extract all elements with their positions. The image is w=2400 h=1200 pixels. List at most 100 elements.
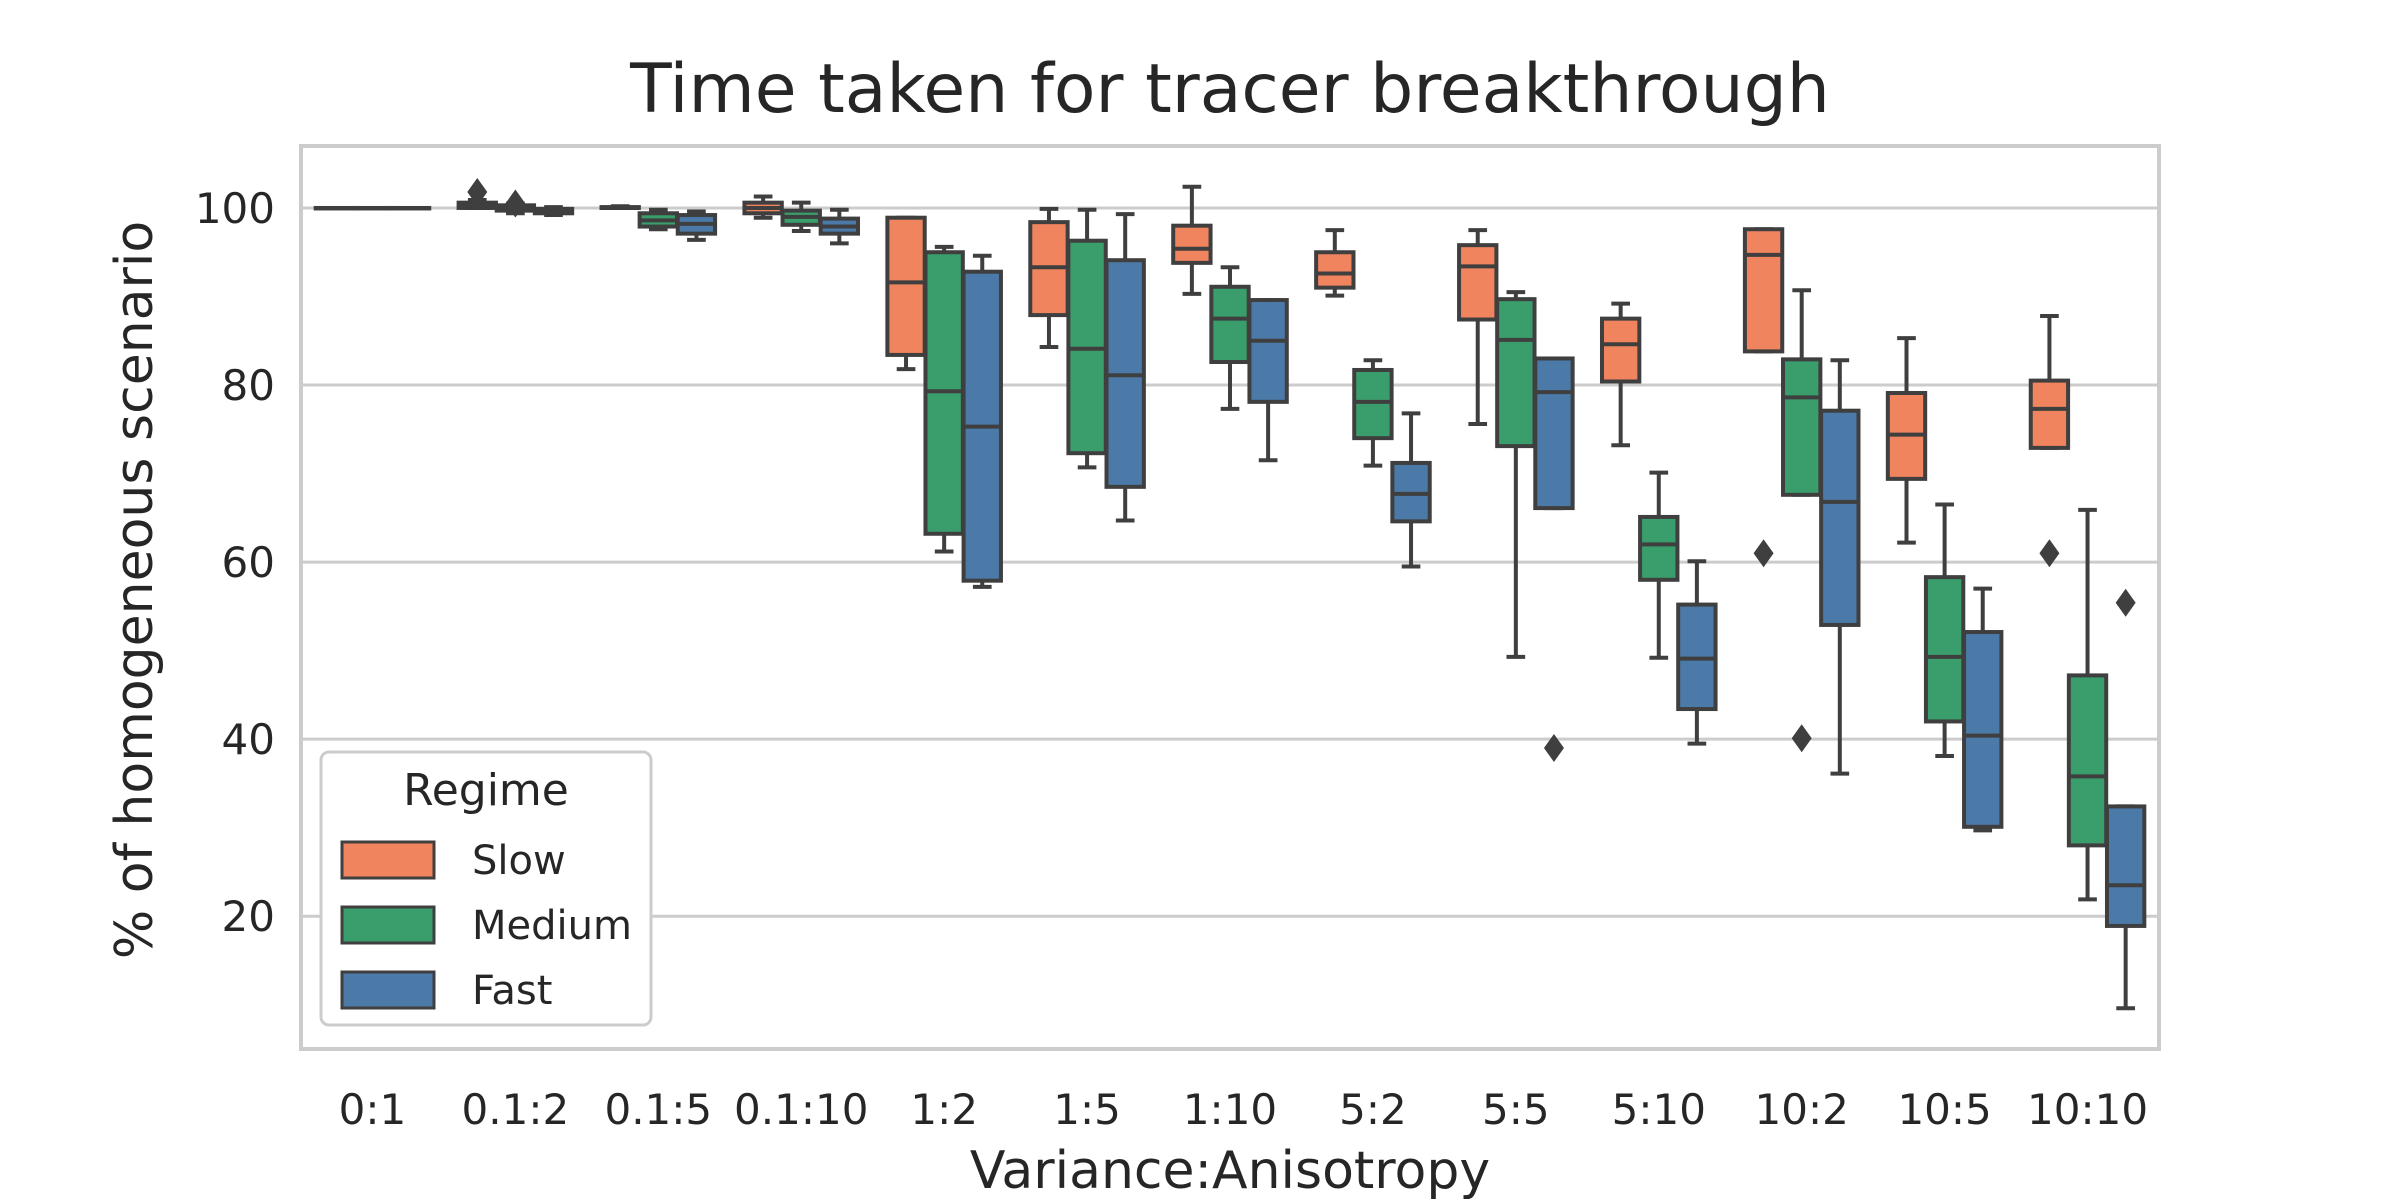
iqr-box bbox=[1495, 297, 1537, 449]
iqr-box bbox=[1209, 284, 1251, 365]
box-slow bbox=[1885, 336, 1928, 545]
box-fast bbox=[1533, 356, 1575, 762]
box-fast bbox=[1819, 358, 1861, 776]
x-tick-label: 10:10 bbox=[2027, 1085, 2148, 1134]
iqr-box bbox=[1599, 316, 1642, 384]
box-fast bbox=[961, 253, 1003, 589]
box-slow bbox=[885, 215, 927, 372]
box-slow bbox=[1314, 228, 1356, 298]
legend-label: Fast bbox=[472, 968, 552, 1014]
iqr-box bbox=[1314, 250, 1356, 290]
box-slow bbox=[1457, 228, 1499, 426]
iqr-box bbox=[2104, 804, 2147, 928]
category-group bbox=[1742, 227, 1861, 776]
legend-swatch-slow bbox=[340, 840, 436, 880]
outlier-marker bbox=[505, 189, 526, 218]
outlier-marker bbox=[467, 178, 488, 207]
iqr-box bbox=[1533, 356, 1575, 511]
y-tick-label: 40 bbox=[222, 715, 275, 764]
box-slow bbox=[2028, 313, 2071, 568]
x-tick-label: 1:5 bbox=[1053, 1085, 1121, 1134]
outlier-marker bbox=[1791, 724, 1812, 753]
y-tick-labels: 20 40 60 80 100 bbox=[195, 184, 275, 941]
x-tick-label: 0.1:5 bbox=[604, 1085, 712, 1134]
iqr-box bbox=[1742, 227, 1785, 354]
outlier-marker bbox=[2115, 588, 2136, 617]
iqr-box bbox=[1457, 243, 1499, 322]
category-group bbox=[1457, 228, 1575, 762]
y-tick-label: 20 bbox=[222, 892, 275, 941]
x-tick-label: 0.1:10 bbox=[734, 1085, 868, 1134]
x-tick-label: 5:5 bbox=[1482, 1085, 1550, 1134]
box-medium bbox=[2066, 507, 2109, 902]
x-tick-label: 1:2 bbox=[910, 1085, 978, 1134]
iqr-box bbox=[1819, 408, 1861, 627]
category-group bbox=[885, 215, 1003, 589]
category-group bbox=[1885, 336, 2004, 833]
legend-items: Slow Medium Fast bbox=[340, 838, 632, 1014]
box-medium bbox=[1923, 502, 1966, 758]
chart-title: Time taken for tracer breakthrough bbox=[629, 50, 1830, 129]
box-slow bbox=[742, 194, 784, 220]
iqr-box bbox=[2066, 673, 2109, 848]
x-tick-label: 0:1 bbox=[339, 1085, 407, 1134]
x-tick-labels: 0:1 0.1:2 0.1:5 0.1:10 1:2 1:5 1:10 5:2 5:5 5:10 1… bbox=[339, 1085, 2148, 1134]
legend-swatch-fast bbox=[340, 970, 436, 1010]
box-fast bbox=[389, 205, 432, 211]
box-slow bbox=[456, 178, 498, 210]
x-tick-label: 5:2 bbox=[1339, 1085, 1407, 1134]
box-fast bbox=[1676, 559, 1718, 746]
legend: Regime Slow Medium Fast bbox=[319, 750, 653, 1027]
box-fast bbox=[675, 209, 718, 242]
outlier-marker bbox=[2039, 539, 2060, 568]
box-fast bbox=[1390, 411, 1432, 569]
box-fast bbox=[2104, 588, 2147, 1011]
x-tick-label: 0.1:2 bbox=[462, 1085, 570, 1134]
iqr-box bbox=[1352, 367, 1394, 441]
iqr-box bbox=[2028, 378, 2071, 450]
box-medium bbox=[1352, 358, 1394, 468]
legend-box bbox=[319, 750, 653, 1027]
x-axis-label: Variance:Anisotropy bbox=[970, 1141, 1490, 1200]
iqr-box bbox=[885, 215, 927, 357]
box-medium bbox=[1638, 470, 1680, 660]
category-group bbox=[599, 204, 718, 242]
iqr-box bbox=[1171, 223, 1213, 265]
box-medium bbox=[637, 207, 679, 232]
legend-title: Regime bbox=[403, 765, 569, 816]
x-tick-label: 1:10 bbox=[1183, 1085, 1277, 1134]
box-slow bbox=[1599, 301, 1642, 448]
box-fast bbox=[1104, 212, 1146, 523]
box-slow bbox=[313, 205, 356, 211]
category-group bbox=[456, 178, 575, 218]
x-tick-label: 10:5 bbox=[1897, 1085, 1991, 1134]
box-slow bbox=[599, 204, 641, 210]
box-medium bbox=[923, 244, 965, 554]
iqr-box bbox=[1923, 575, 1966, 724]
category-group bbox=[1028, 206, 1146, 523]
box-fast bbox=[532, 205, 575, 218]
category-group bbox=[313, 205, 432, 211]
category-group bbox=[1314, 228, 1432, 569]
iqr-box bbox=[1638, 514, 1680, 582]
box-fast bbox=[1247, 298, 1289, 463]
category-group bbox=[1599, 301, 1718, 746]
box-groups bbox=[313, 178, 2147, 1011]
box-medium bbox=[494, 189, 537, 218]
iqr-box bbox=[1781, 357, 1823, 497]
category-group bbox=[742, 194, 861, 246]
box-slow bbox=[1171, 184, 1213, 296]
box-fast bbox=[818, 207, 861, 246]
y-tick-label: 80 bbox=[222, 361, 275, 410]
box-fast bbox=[1962, 586, 2004, 833]
box-medium bbox=[1066, 207, 1108, 470]
outlier-marker bbox=[1543, 734, 1564, 762]
iqr-box bbox=[1247, 298, 1289, 404]
y-axis-label: % of homogeneous scenario bbox=[105, 221, 165, 959]
y-tick-label: 60 bbox=[222, 538, 275, 587]
category-group bbox=[1171, 184, 1289, 463]
y-tick-label: 100 bbox=[195, 184, 275, 233]
legend-label: Medium bbox=[472, 903, 632, 949]
legend-label: Slow bbox=[472, 838, 566, 884]
